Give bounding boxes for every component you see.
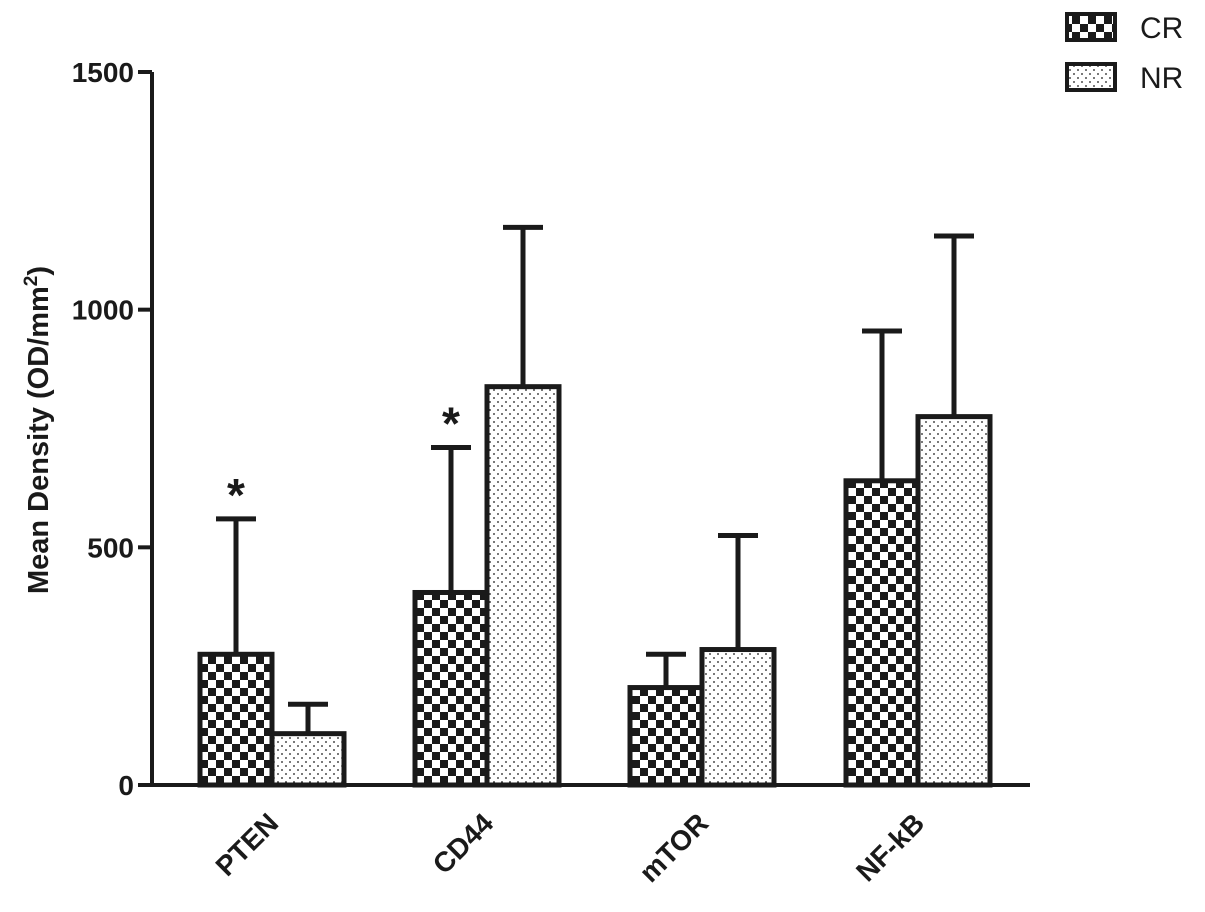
significance-marker: * [227, 469, 245, 521]
significance-marker: * [442, 398, 460, 450]
bar-cr-cd44 [412, 589, 490, 788]
legend-label-nr: NR [1140, 62, 1183, 95]
bar-nr-pten [269, 731, 347, 788]
y-axis-ticks: 0 500 1000 1500 [72, 57, 152, 801]
bar-nr-nf-kb [915, 414, 993, 788]
legend-swatch-cr [1065, 12, 1117, 42]
y-tick-label: 500 [87, 532, 134, 563]
annotations: ** [227, 398, 460, 521]
bar-cr-pten [197, 651, 275, 788]
y-axis-label: Mean Density (OD/mm2) [21, 266, 55, 594]
bars [197, 384, 993, 788]
bar-cr-nf-kb [843, 478, 921, 788]
x-tick-label: CD44 [427, 807, 500, 880]
error-bars [216, 224, 974, 734]
legend-label-cr: CR [1140, 12, 1183, 45]
x-tick-label: NF-kB [850, 807, 930, 887]
y-tick-label: 1500 [72, 57, 134, 88]
y-axis-label-superscript: 2 [21, 276, 42, 287]
x-tick-label: PTEN [210, 807, 285, 882]
y-tick-label: 0 [118, 770, 134, 801]
bar-nr-cd44 [484, 384, 562, 788]
bar-nr-mtor [699, 647, 777, 788]
legend: CR NR [1065, 12, 1183, 95]
y-tick-label: 1000 [72, 295, 134, 326]
x-tick-label: mTOR [633, 807, 714, 888]
y-axis-label-main: Mean Density (OD/mm [23, 286, 55, 594]
svg-text:Mean Density (OD/mm2): Mean Density (OD/mm2) [21, 266, 55, 594]
x-axis-ticks: PTEN CD44 mTOR NF-kB [210, 807, 931, 888]
bar-cr-mtor [627, 685, 705, 788]
y-axis-label-suffix: ) [23, 266, 55, 276]
legend-swatch-nr [1065, 62, 1117, 92]
